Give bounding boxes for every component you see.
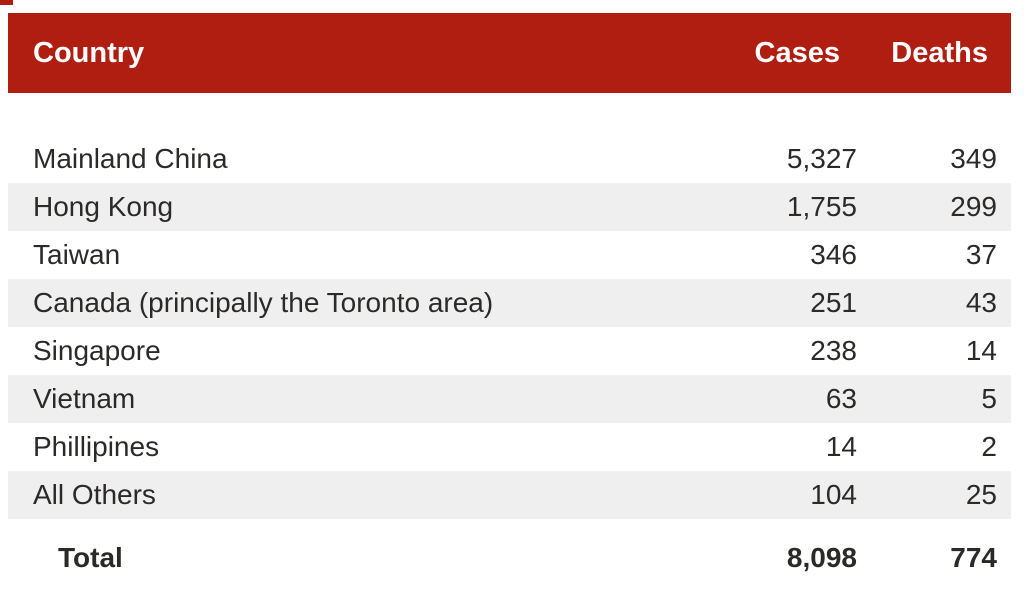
deaths-cell: 37 [965,239,997,270]
cases-cell: 346 [810,239,857,270]
country-cell: All Others [33,479,156,510]
deaths-cell: 349 [950,143,997,174]
deaths-cell: 14 [965,335,997,366]
country-cell: Canada (principally the Toronto area) [33,287,494,318]
cases-cell: 238 [810,335,857,366]
cases-cell: 104 [810,479,857,510]
deaths-cell: 2 [981,431,997,462]
table-row: Vietnam 63 5 [8,375,1011,423]
screenshot-crop-artifact [0,0,13,5]
total-cases-cell: 8,098 [786,542,857,573]
table-row: Canada (principally the Toronto area) 25… [8,279,1011,327]
table-body: Mainland China 5,327 349 Hong Kong 1,755… [8,135,1011,582]
deaths-cell: 5 [981,383,997,414]
table-row: Hong Kong 1,755 299 [8,183,1011,231]
table-row: Taiwan 346 37 [8,231,1011,279]
country-cell: Vietnam [33,383,136,414]
deaths-cell: 43 [965,287,997,318]
column-header-cases: Cases [754,36,840,69]
table-total-row: Total 8,098 774 [8,534,1011,582]
cases-cell: 14 [825,431,857,462]
cases-cell: 63 [825,383,857,414]
total-deaths-cell: 774 [950,542,997,573]
table-row: Phillipines 14 2 [8,423,1011,471]
table-row: All Others 104 25 [8,471,1011,519]
country-cell: Singapore [33,335,161,366]
table-row: Singapore 238 14 [8,327,1011,375]
country-cell: Hong Kong [33,191,174,222]
table-header-row: Country Cases Deaths [8,13,1011,93]
deaths-cell: 299 [950,191,997,222]
country-cell: Taiwan [33,239,121,270]
deaths-cell: 25 [965,479,997,510]
cases-cell: 5,327 [786,143,857,174]
total-label: Total [58,542,123,573]
cases-deaths-table: Country Cases Deaths Mainland China 5,32… [8,13,1011,582]
country-cell: Mainland China [33,143,228,174]
column-header-country: Country [33,36,145,69]
column-header-deaths: Deaths [891,36,988,69]
cases-cell: 251 [810,287,857,318]
cases-cell: 1,755 [786,191,857,222]
country-cell: Phillipines [33,431,160,462]
table-row: Mainland China 5,327 349 [8,135,1011,183]
